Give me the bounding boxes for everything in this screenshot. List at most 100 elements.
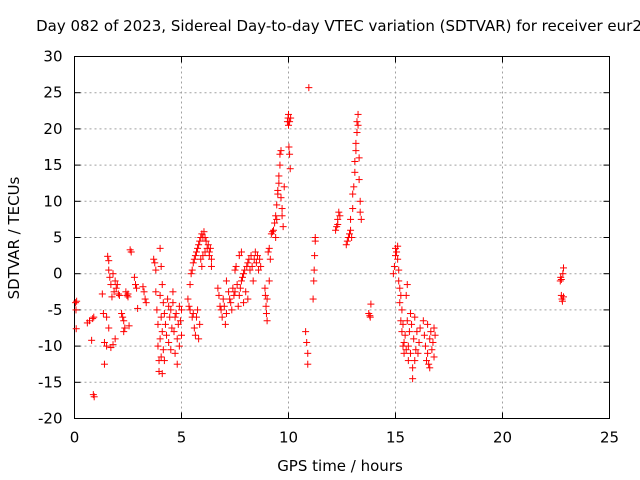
data-point	[195, 335, 203, 343]
x-tick-label: 20	[493, 429, 512, 447]
y-tick-label: -10	[38, 337, 63, 355]
data-point	[178, 306, 185, 314]
data-point	[154, 320, 162, 328]
data-point	[104, 252, 112, 260]
data-point	[265, 244, 273, 252]
data-point	[226, 295, 234, 303]
data-point	[393, 248, 401, 256]
data-point	[334, 220, 342, 228]
data-point	[406, 310, 414, 318]
data-point	[410, 335, 418, 343]
x-tick-labels: 0 5 10 15 20 25	[70, 429, 619, 447]
data-point	[205, 252, 213, 260]
data-point	[176, 317, 184, 325]
data-point	[285, 121, 292, 129]
data-point	[187, 270, 195, 278]
data-point	[414, 349, 422, 357]
data-point	[402, 291, 410, 299]
data-point	[421, 342, 429, 350]
data-point	[217, 306, 225, 314]
data-point	[261, 284, 269, 292]
data-point	[119, 313, 127, 321]
data-point	[248, 262, 256, 270]
data-point	[409, 364, 417, 372]
data-point	[233, 281, 241, 289]
data-point	[228, 306, 236, 314]
data-point	[420, 331, 428, 339]
data-point	[352, 139, 360, 147]
data-point	[280, 183, 288, 191]
data-point	[240, 270, 248, 278]
data-point	[428, 346, 436, 354]
chart-title: Day 082 of 2023, Sidereal Day-to-day VTE…	[36, 17, 640, 35]
data-point	[350, 183, 358, 191]
data-point	[236, 284, 244, 292]
data-point	[157, 353, 165, 361]
data-point	[207, 255, 215, 263]
data-point	[354, 110, 362, 118]
data-point	[169, 288, 177, 296]
data-point	[419, 317, 427, 325]
data-point	[111, 335, 119, 343]
data-point	[430, 324, 438, 332]
data-point	[107, 281, 115, 289]
data-point	[168, 324, 176, 332]
data-point	[158, 281, 166, 289]
data-point	[426, 335, 434, 343]
data-point	[100, 338, 108, 346]
data-point	[237, 277, 245, 285]
data-point	[238, 273, 246, 281]
data-point	[156, 244, 164, 252]
data-point	[265, 277, 273, 285]
data-point	[287, 114, 295, 122]
data-point	[114, 290, 122, 298]
data-point	[124, 290, 132, 298]
data-point	[309, 295, 317, 303]
data-point	[202, 237, 210, 245]
data-point	[395, 266, 403, 274]
data-point	[153, 306, 161, 314]
data-point	[100, 360, 108, 368]
data-point	[125, 322, 133, 330]
data-point	[108, 293, 116, 301]
data-point	[559, 264, 567, 272]
data-point	[173, 360, 181, 368]
data-point	[399, 320, 407, 328]
data-point	[171, 349, 179, 357]
data-point	[165, 338, 173, 346]
data-point	[192, 248, 200, 256]
y-tick-label: 30	[43, 48, 62, 66]
data-point	[72, 325, 80, 333]
data-point	[349, 205, 357, 213]
data-point	[305, 84, 313, 92]
data-point	[249, 277, 257, 285]
data-point	[130, 273, 138, 281]
data-point	[221, 320, 229, 328]
data-point	[411, 313, 419, 321]
data-point	[167, 306, 175, 314]
data-point	[88, 336, 96, 344]
data-point	[90, 313, 98, 321]
data-point	[150, 255, 158, 263]
data-points	[72, 84, 567, 401]
data-point	[195, 241, 203, 249]
data-point	[397, 317, 405, 325]
y-tick-label: 5	[53, 229, 63, 247]
data-point	[172, 310, 180, 318]
data-point	[353, 118, 361, 126]
data-point	[263, 317, 271, 325]
data-point	[345, 230, 353, 238]
data-point	[156, 291, 164, 299]
data-point	[240, 299, 248, 307]
data-point	[191, 252, 199, 260]
data-point	[275, 172, 283, 180]
data-point	[403, 317, 411, 325]
data-point	[401, 331, 409, 339]
data-point	[310, 277, 318, 285]
data-point	[158, 328, 166, 336]
data-point	[192, 313, 200, 321]
data-point	[427, 328, 435, 336]
data-point	[286, 118, 294, 126]
data-point	[273, 215, 281, 223]
data-point	[352, 147, 360, 155]
